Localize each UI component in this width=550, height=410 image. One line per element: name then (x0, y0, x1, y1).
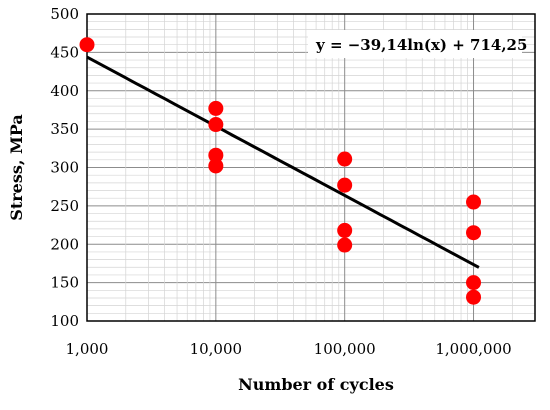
data-point (208, 100, 224, 116)
data-point (337, 177, 353, 193)
y-tick-labels: 100 150 200 250 300 350 400 450 500 (50, 5, 79, 330)
data-point (466, 194, 482, 210)
y-tick-label: 500 (50, 5, 79, 23)
trendline (86, 55, 480, 269)
y-tick-label: 200 (50, 235, 79, 253)
data-point (466, 275, 482, 291)
x-tick-label: 1,000 (66, 340, 109, 358)
x-axis-title: Number of cycles (238, 375, 394, 394)
y-tick-label: 450 (50, 43, 79, 61)
x-tick-label: 1,000,000 (435, 340, 511, 358)
y-axis-title: Stress, MPa (7, 114, 26, 220)
equation-label: y = −39,14ln(x) + 714,25 (315, 36, 527, 54)
x-tick-label: 100,000 (314, 340, 376, 358)
grid (86, 13, 536, 322)
data-point (337, 222, 353, 238)
data-point (208, 117, 224, 133)
plot-frame (86, 13, 536, 322)
y-tick-label: 250 (50, 197, 79, 215)
y-tick-label: 300 (50, 159, 79, 177)
y-tick-label: 150 (50, 274, 79, 292)
y-tick-label: 350 (50, 120, 79, 138)
data-point (466, 225, 482, 241)
data-point (337, 237, 353, 253)
data-point (208, 147, 224, 163)
data-point (208, 158, 224, 174)
x-tick-label: 10,000 (190, 340, 243, 358)
data-point (79, 37, 95, 53)
data-point (337, 151, 353, 167)
y-tick-label: 400 (50, 82, 79, 100)
data-point (466, 289, 482, 305)
equation-box (308, 30, 522, 58)
x-tick-labels: 1,000 10,000 100,000 1,000,000 (66, 340, 512, 358)
data-points (79, 37, 482, 305)
y-tick-label: 100 (50, 312, 79, 330)
